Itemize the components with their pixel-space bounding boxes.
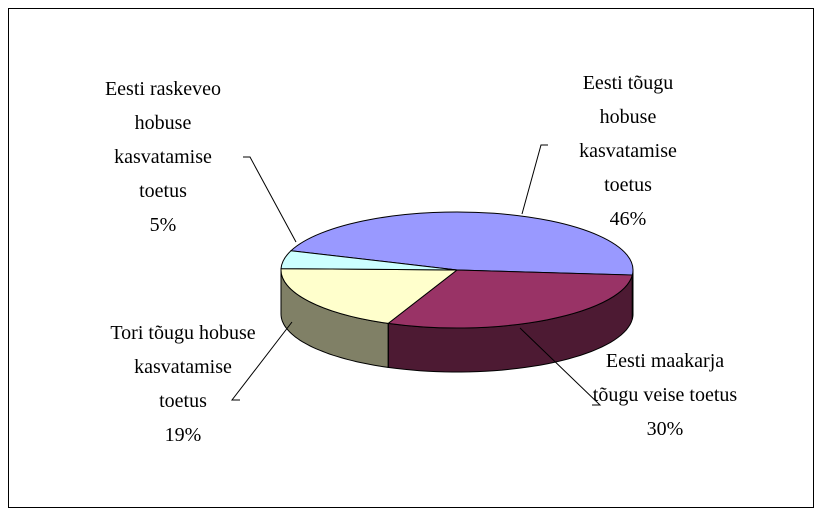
leader-lines [230,144,602,406]
leader-line [521,144,548,215]
category-label: Eesti tõugu hobuse kasvatamise toetus [579,72,677,196]
category-label: Eesti raskeveo hobuse kasvatamise toetus [104,78,222,202]
slice-label: Tori tõugu hobuse kasvatamise toetus 19% [108,316,258,452]
slice-label: Eesti maakarja tõugu veise toetus 30% [590,344,740,446]
pie-slice [280,250,458,271]
slice-label: Eesti tõugu hobuse kasvatamise toetus 46… [553,66,703,236]
leader-line [230,321,293,401]
pie-slice [280,268,459,324]
category-label: Tori tõugu hobuse kasvatamise toetus [110,322,256,412]
pie-slice [386,269,633,329]
leader-line [519,327,602,406]
value-label: 46% [609,208,647,230]
value-label: 30% [646,418,684,440]
leader-line [243,156,297,243]
pie [280,211,634,373]
pie-slice [289,211,634,276]
slice-label: Eesti raskeveo hobuse kasvatamise toetus… [88,72,238,242]
value-label: 19% [164,424,202,446]
category-label: Eesti maakarja tõugu veise toetus [592,350,738,406]
value-label: 5% [149,214,177,236]
